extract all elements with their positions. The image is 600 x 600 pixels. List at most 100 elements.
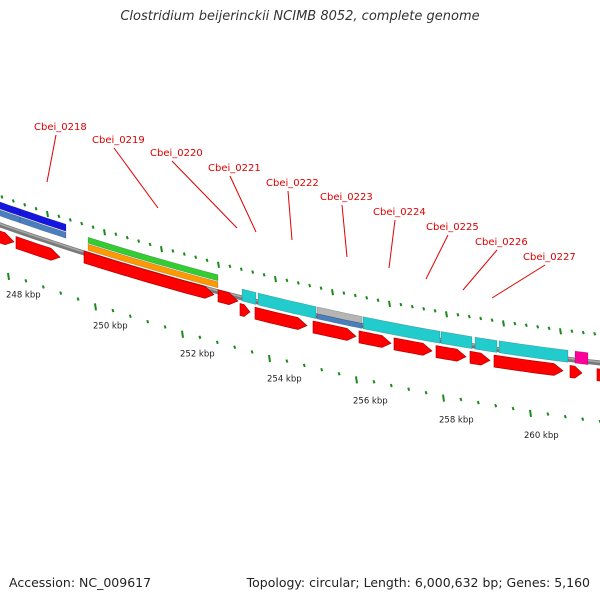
- kbp-label: 256 kbp: [353, 397, 388, 407]
- tick-inner: [233, 345, 237, 350]
- cds-arrow: [569, 365, 583, 379]
- cds-arrow: [83, 250, 215, 299]
- cds-arrow: [312, 320, 357, 341]
- gene-label: Cbei_0219: [92, 135, 145, 146]
- tick-outer: [593, 332, 597, 336]
- tick-inner: [146, 319, 150, 324]
- leader-line: [171, 160, 238, 229]
- tick-outer: [205, 258, 209, 263]
- cyan-feature: [241, 288, 257, 305]
- cds-arrow: [435, 345, 467, 362]
- cds-arrow: [469, 350, 491, 366]
- steel-feature: [316, 313, 363, 329]
- tick-outer: [114, 232, 118, 237]
- gene-label: Cbei_0227: [523, 252, 576, 263]
- tick-outer: [80, 221, 84, 226]
- tick-inner: [581, 417, 585, 421]
- tick-outer: [388, 300, 391, 308]
- gene-label: Cbei_0222: [266, 178, 319, 189]
- tick-outer: [262, 273, 266, 277]
- kbp-label: 252 kbp: [180, 350, 215, 360]
- tick-inner: [198, 335, 202, 340]
- label-leaders: [46, 134, 546, 299]
- tick-outer: [410, 304, 414, 309]
- tick-inner: [41, 285, 45, 289]
- tick-outer: [34, 206, 38, 211]
- kbp-label: 254 kbp: [267, 375, 302, 385]
- cyan-feature: [474, 336, 498, 353]
- tick-outer: [251, 270, 255, 274]
- leader-line: [229, 175, 257, 233]
- tick-inner: [389, 383, 393, 388]
- gene-label: Cbei_0224: [373, 207, 426, 218]
- tick-outer: [285, 278, 289, 283]
- leader-line: [341, 204, 348, 258]
- tick-inner: [563, 414, 567, 419]
- tick-outer: [547, 326, 551, 331]
- tick-inner: [320, 367, 324, 372]
- tick-outer: [433, 309, 437, 313]
- leader-line: [388, 219, 396, 269]
- tick-outer: [524, 323, 528, 328]
- tick-inner: [424, 390, 428, 395]
- tick-inner: [111, 308, 115, 313]
- tick-outer: [331, 288, 334, 296]
- gene-label: Cbei_0221: [208, 163, 261, 174]
- gene-label: Cbei_0218: [34, 122, 87, 133]
- tick-outer: [0, 195, 4, 199]
- kbp-labels: 248 kbp 250 kbp 252 kbp 254 kbp 256 kbp 258 k…: [6, 290, 559, 441]
- leader-line: [462, 249, 498, 291]
- leader-line: [491, 264, 546, 299]
- tick-outer: [228, 264, 232, 269]
- tick-outer: [445, 311, 448, 318]
- tick-outer: [239, 267, 243, 271]
- tick-outer: [353, 293, 357, 298]
- tick-inner: [372, 379, 376, 384]
- tick-outer: [194, 255, 198, 260]
- tick-outer: [171, 249, 175, 253]
- tick-inner: [181, 330, 184, 338]
- genome-summary: Topology: circular; Length: 6,000,632 bp…: [246, 575, 590, 590]
- tick-outer: [11, 199, 15, 203]
- tick-inner: [94, 303, 97, 311]
- tick-outer: [479, 316, 483, 321]
- tick-inner: [442, 394, 445, 402]
- tick-outer: [422, 306, 426, 311]
- tick-inner: [302, 363, 306, 368]
- cds-arrow: [254, 306, 308, 330]
- leader-line: [113, 147, 159, 209]
- tick-outer: [160, 246, 163, 253]
- cds-arrow: [217, 289, 239, 306]
- tick-outer: [274, 275, 277, 283]
- tick-inner: [407, 387, 411, 392]
- tick-inner: [337, 372, 341, 376]
- cds-arrow: [15, 236, 61, 261]
- leader-line: [287, 190, 293, 241]
- tick-outer: [68, 218, 72, 222]
- tick-inner: [494, 403, 498, 408]
- tick-outer: [502, 320, 505, 327]
- tick-inner: [546, 412, 550, 416]
- tick-outer: [57, 214, 61, 219]
- tick-inner: [7, 272, 10, 281]
- tick-outer: [319, 286, 323, 290]
- leader-line: [425, 234, 449, 280]
- tick-outer: [490, 318, 494, 323]
- cyan-feature: [440, 331, 473, 349]
- gene-label: Cbei_0220: [150, 148, 203, 159]
- kbp-label: 260 kbp: [524, 431, 559, 441]
- cds-arrow: [239, 303, 251, 317]
- gene-label: Cbei_0225: [426, 222, 479, 233]
- cyan-feature: [498, 340, 569, 363]
- tick-outer: [536, 324, 540, 329]
- tick-inner: [59, 291, 63, 295]
- cds-arrow: [0, 230, 15, 246]
- kbp-label: 248 kbp: [6, 290, 41, 300]
- map-title: Clostridium beijerinckii NCIMB 8052, com…: [120, 9, 480, 24]
- tick-inner: [511, 406, 515, 411]
- steel-feature: [19, 216, 67, 239]
- leader-line: [46, 134, 57, 183]
- tick-outer: [376, 298, 380, 302]
- tick-inner: [250, 350, 254, 354]
